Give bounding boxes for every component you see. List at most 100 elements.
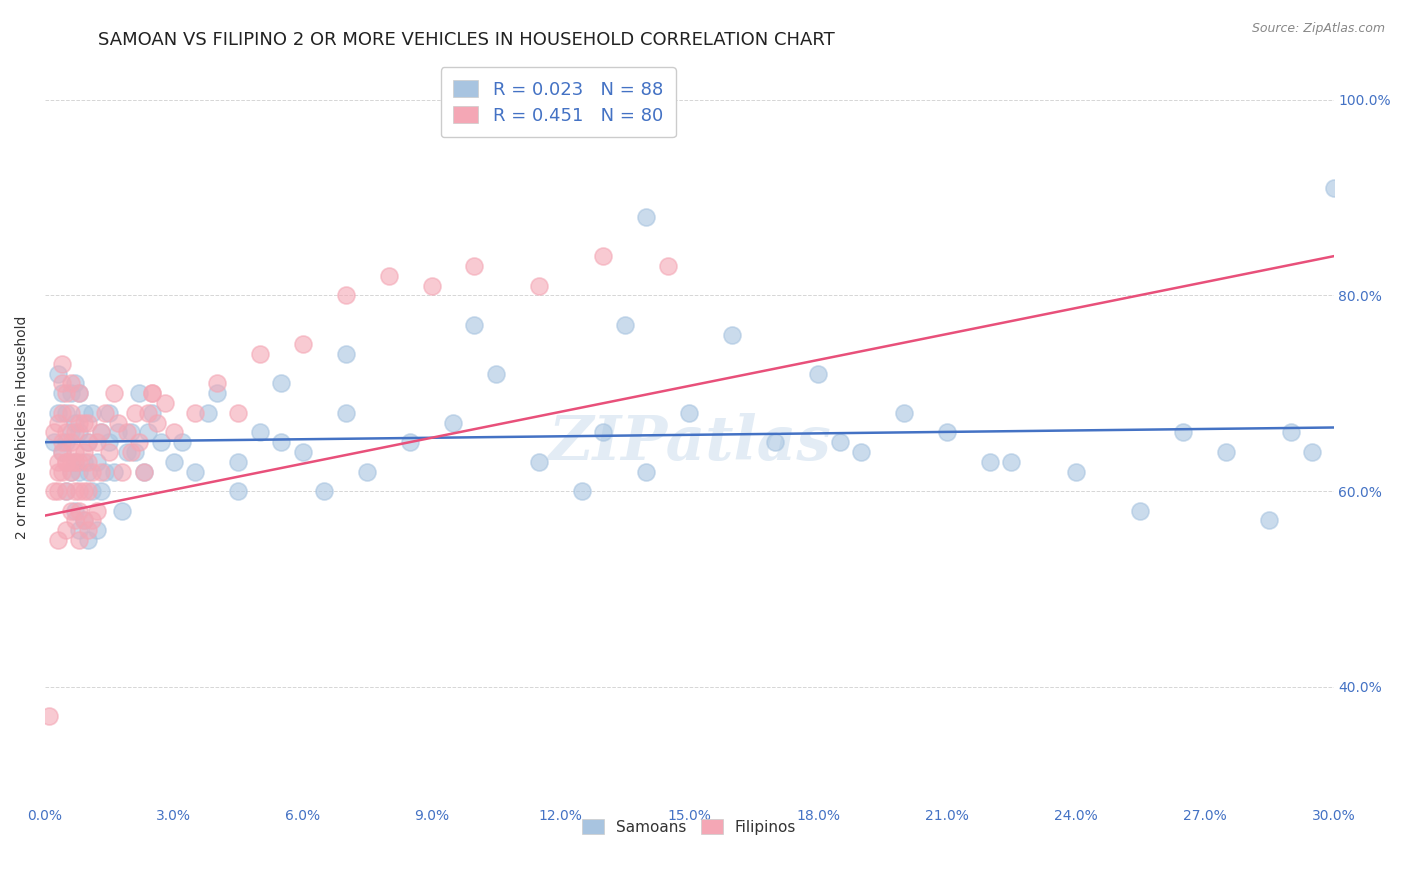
Point xyxy=(124,445,146,459)
Point xyxy=(399,435,422,450)
Point xyxy=(72,455,94,469)
Point xyxy=(55,425,77,440)
Point xyxy=(94,465,117,479)
Point xyxy=(90,484,112,499)
Point xyxy=(55,484,77,499)
Point xyxy=(77,435,100,450)
Point xyxy=(77,465,100,479)
Point xyxy=(42,435,65,450)
Point xyxy=(377,268,399,283)
Point xyxy=(51,406,73,420)
Point xyxy=(98,435,121,450)
Point xyxy=(67,523,90,537)
Point xyxy=(136,406,159,420)
Point xyxy=(678,406,700,420)
Point xyxy=(103,465,125,479)
Point xyxy=(184,406,207,420)
Point xyxy=(72,513,94,527)
Point xyxy=(46,367,69,381)
Point xyxy=(107,425,129,440)
Point xyxy=(893,406,915,420)
Point xyxy=(132,465,155,479)
Point xyxy=(46,455,69,469)
Point xyxy=(172,435,194,450)
Point xyxy=(356,465,378,479)
Point xyxy=(55,386,77,401)
Point xyxy=(51,465,73,479)
Point xyxy=(55,406,77,420)
Point xyxy=(59,435,82,450)
Point xyxy=(82,465,104,479)
Point xyxy=(86,504,108,518)
Point xyxy=(128,435,150,450)
Legend: Samoans, Filipinos: Samoans, Filipinos xyxy=(571,809,807,846)
Point xyxy=(763,435,786,450)
Point xyxy=(141,386,163,401)
Text: Source: ZipAtlas.com: Source: ZipAtlas.com xyxy=(1251,22,1385,36)
Point xyxy=(42,484,65,499)
Point xyxy=(291,337,314,351)
Point xyxy=(149,435,172,450)
Point xyxy=(77,416,100,430)
Point xyxy=(46,533,69,547)
Point xyxy=(72,513,94,527)
Point xyxy=(59,455,82,469)
Point xyxy=(291,445,314,459)
Point xyxy=(120,425,142,440)
Point xyxy=(249,347,271,361)
Point xyxy=(51,376,73,391)
Point xyxy=(67,425,90,440)
Point xyxy=(55,455,77,469)
Point xyxy=(46,416,69,430)
Point xyxy=(1322,180,1344,194)
Point xyxy=(124,406,146,420)
Point xyxy=(270,376,292,391)
Point xyxy=(155,396,177,410)
Point xyxy=(67,386,90,401)
Point xyxy=(46,465,69,479)
Point xyxy=(115,445,138,459)
Text: ZIPatlas: ZIPatlas xyxy=(548,413,831,473)
Point xyxy=(849,445,872,459)
Point xyxy=(485,367,508,381)
Point xyxy=(141,406,163,420)
Point xyxy=(527,278,550,293)
Point xyxy=(86,523,108,537)
Point xyxy=(77,484,100,499)
Point xyxy=(98,406,121,420)
Text: SAMOAN VS FILIPINO 2 OR MORE VEHICLES IN HOUSEHOLD CORRELATION CHART: SAMOAN VS FILIPINO 2 OR MORE VEHICLES IN… xyxy=(98,31,835,49)
Point xyxy=(226,406,249,420)
Point xyxy=(59,386,82,401)
Point xyxy=(51,445,73,459)
Point xyxy=(249,425,271,440)
Point xyxy=(59,376,82,391)
Point xyxy=(77,455,100,469)
Point xyxy=(1215,445,1237,459)
Point xyxy=(657,259,679,273)
Point xyxy=(63,376,86,391)
Point xyxy=(46,406,69,420)
Point xyxy=(63,425,86,440)
Point xyxy=(1258,513,1281,527)
Point xyxy=(128,386,150,401)
Point xyxy=(145,416,167,430)
Point xyxy=(72,406,94,420)
Point xyxy=(205,386,228,401)
Point xyxy=(82,406,104,420)
Point xyxy=(571,484,593,499)
Point xyxy=(86,455,108,469)
Point xyxy=(1000,455,1022,469)
Point xyxy=(51,435,73,450)
Point xyxy=(63,455,86,469)
Point xyxy=(55,435,77,450)
Point xyxy=(46,484,69,499)
Point xyxy=(55,523,77,537)
Point xyxy=(314,484,336,499)
Point xyxy=(936,425,959,440)
Point xyxy=(63,504,86,518)
Point xyxy=(111,504,134,518)
Point xyxy=(94,406,117,420)
Point xyxy=(55,455,77,469)
Point xyxy=(98,445,121,459)
Point xyxy=(59,465,82,479)
